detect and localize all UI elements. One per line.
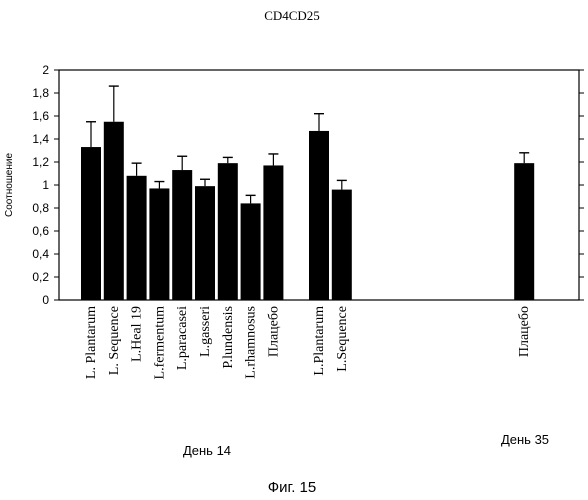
x-tick-label: L.Heal 19: [130, 306, 145, 362]
bars: [81, 122, 534, 300]
x-tick-label: Плацебо: [266, 306, 281, 357]
y-tick-label: 2: [42, 63, 49, 77]
y-axis-label: Соотношение: [4, 153, 15, 217]
y-tick-label: 1,2: [32, 155, 49, 169]
bar: [241, 203, 261, 300]
bar: [172, 170, 192, 300]
x-tick-label: P.lundensis: [221, 306, 236, 369]
bar: [81, 147, 101, 300]
x-tick-label: L.rhamnosus: [244, 306, 259, 379]
x-tick-label: L.gasseri: [198, 306, 213, 357]
x-tick-label: L.Plantarum: [312, 306, 327, 376]
group-label-day14: День 14: [183, 443, 231, 458]
y-tick-label: 0,6: [32, 224, 49, 238]
y-tick-label: 0,4: [32, 247, 49, 261]
bar: [127, 176, 147, 300]
bar: [195, 186, 215, 300]
y-tick-label: 1,6: [32, 109, 49, 123]
figure-caption: Фиг. 15: [268, 479, 316, 496]
x-tick-label: L.fermentum: [152, 306, 167, 380]
x-tick-label: L. Plantarum: [84, 306, 99, 379]
y-tick-label: 1: [42, 178, 49, 192]
bar: [218, 163, 238, 300]
bar: [332, 190, 352, 300]
bar: [514, 163, 534, 300]
x-tick-label: Плацебо: [517, 306, 532, 357]
bar: [309, 131, 329, 300]
y-tick-label: 0,8: [32, 201, 49, 215]
x-tick-labels: L. Plantarum L. Sequence L.Heal 19 L.fermen…: [84, 306, 532, 380]
chart-title: CD4CD25: [264, 8, 320, 23]
x-tick-label: L.paracasei: [175, 306, 190, 370]
error-bars: [86, 86, 529, 203]
group-label-day35: День 35: [501, 432, 549, 447]
bar: [263, 165, 283, 300]
y-tick-label: 0: [42, 293, 49, 307]
y-tick-label: 1,8: [32, 86, 49, 100]
y-tick-label: 0,2: [32, 270, 49, 284]
x-tick-label: L.Sequence: [335, 306, 350, 372]
y-tick-label: 1,4: [32, 132, 49, 146]
bar: [149, 188, 169, 300]
bar: [104, 122, 124, 300]
x-tick-label: L. Sequence: [107, 306, 122, 375]
